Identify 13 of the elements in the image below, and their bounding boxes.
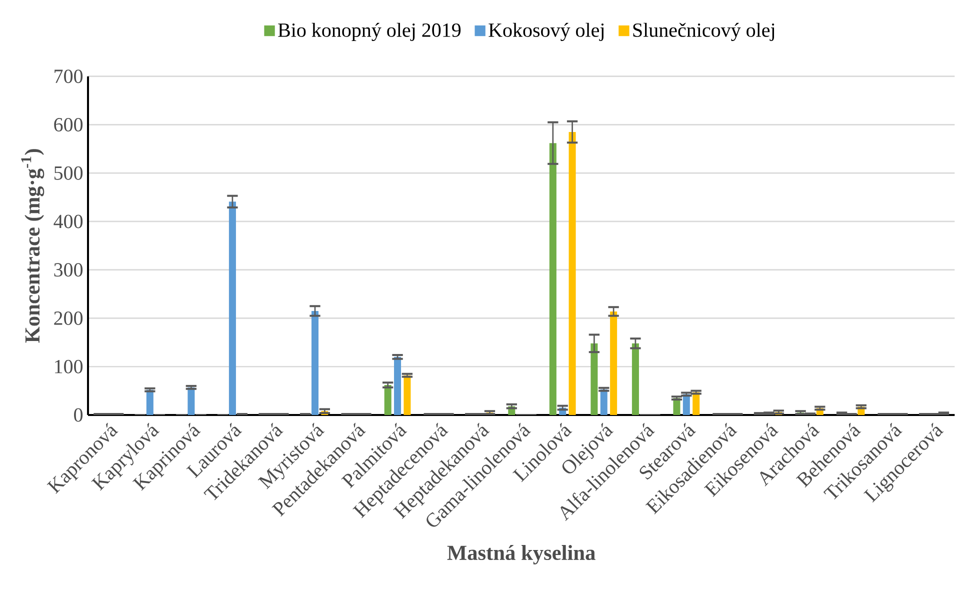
y-tick-label: 200 <box>54 311 83 325</box>
y-tick-label: 100 <box>55 360 83 374</box>
legend-label: Slunečnicový olej <box>633 22 774 42</box>
y-tick-label: 600 <box>54 118 83 132</box>
y-tick-label: 300 <box>54 263 83 277</box>
y-axis-title: Koncentrace (mg·g$^{-1}$) <box>21 149 44 343</box>
y-tick-label: 500 <box>54 166 83 180</box>
legend-label: Kokosový olej <box>488 22 604 42</box>
x-axis-title: Mastná kyselina <box>447 545 596 564</box>
legend-label: Bio konopný olej 2019 <box>278 22 461 42</box>
y-tick-label: 700 <box>54 70 83 84</box>
y-tick-label: 400 <box>54 214 83 228</box>
y-tick-label: 0 <box>74 408 83 422</box>
